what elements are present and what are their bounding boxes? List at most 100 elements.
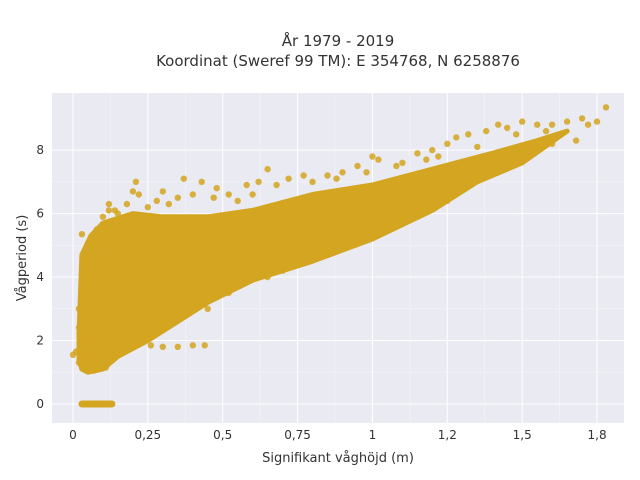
scatter-point [309,178,316,185]
scatter-point [584,121,592,128]
x-axis-label: Signifikant våghöjd (m) [262,451,414,466]
scatter-point [225,289,232,297]
scatter-point [563,118,571,125]
scatter-point [593,118,601,125]
scatter-bulk [76,128,570,408]
y-tick-label: 8 [36,143,44,157]
scatter-point [324,251,331,258]
scatter-point [90,367,98,374]
scatter-point [159,343,166,350]
scatter-point [534,121,541,128]
scatter-point [444,197,451,205]
scatter-point [393,162,400,170]
scatter-point [189,191,196,198]
scatter-point [123,346,131,354]
scatter-point [504,124,511,132]
scatter-point [453,134,460,141]
scatter-point [354,162,361,170]
y-tick-label: 0 [36,397,44,411]
scatter-point [294,261,301,268]
scatter-point [168,318,175,325]
scatter-point [333,175,340,182]
scatter-point [72,348,80,355]
scatter-point [84,242,92,249]
scatter-point [234,280,241,287]
scatter-point [189,342,196,349]
scatter-point [324,172,331,179]
scatter-point [144,204,151,211]
scatter-point [264,166,271,173]
scatter-point [183,308,190,316]
scatter-point [339,169,346,176]
scatter-point [147,342,154,349]
y-tick-label: 4 [36,270,44,284]
scatter-point [414,150,421,157]
scatter-point [144,334,151,341]
scatter-point [363,169,370,176]
scatter-point [174,194,181,201]
scatter-point [213,292,220,300]
x-tick-labels: 0 0,25 0,5 0,75 1 1,2 1,5 1,8 [69,428,606,442]
scatter-point [153,197,160,205]
x-tick-label: 1,8 [588,428,607,442]
scatter-point [132,178,140,185]
scatter-point [369,153,376,160]
scatter-point [243,181,250,189]
scatter-point [414,210,421,217]
scatter-point [249,191,256,198]
scatter-point [75,324,83,331]
scatter-point [213,185,220,192]
scatter-point [354,235,361,243]
scatter-point [435,153,442,160]
x-tick-label: 1,2 [438,428,457,442]
x-tick-label: 1 [369,428,377,442]
scatter-point [264,273,271,281]
y-tick-label: 2 [36,334,44,348]
scatter-point [201,342,208,349]
x-tick-label: 0,5 [213,428,232,442]
scatter-point [483,127,490,135]
scatter-point [180,175,187,182]
scatter-point [429,200,436,208]
scatter-point [105,207,113,214]
scatter-point [111,207,119,214]
scatter-point [542,127,550,135]
scatter-point [548,140,556,147]
chart-title-line1: År 1979 - 2019 [282,31,395,50]
x-tick-label: 1,5 [513,428,532,442]
scatter-point [375,156,382,163]
scatter-point [279,267,286,274]
scatter-point [81,365,89,373]
scatter-point [519,118,526,125]
scatter-point [135,340,142,347]
scatter-point [105,200,113,208]
scatter-point [204,305,211,312]
scatter-point [78,280,86,287]
scatter-point [75,305,83,312]
scatter-dense-region [76,128,570,375]
scatter-point [78,231,86,238]
chart-title-line2: Koordinat (Sweref 99 TM): E 354768, N 62… [156,52,520,70]
scatter-point [273,181,280,189]
x-tick-label: 0,25 [134,428,161,442]
scatter-point [99,213,107,220]
scatter-point [399,213,406,220]
scatter-point [495,121,502,128]
scatter-point [339,242,346,249]
scatter-point [399,159,406,166]
scatter-point [444,140,451,147]
scatter-point [195,299,202,306]
scatter-point [578,115,586,122]
scatter-point [159,188,166,195]
scatter-point [572,137,580,144]
y-axis-label: Vågperiod (s) [15,215,30,302]
scatter-point [93,226,101,233]
scatter-point [174,343,181,350]
scatter-point [504,156,511,163]
scatter-point [489,169,496,176]
scatter-point [129,188,137,195]
scatter-point [243,277,250,284]
scatter-point [474,172,481,179]
scatter-point [75,359,83,366]
